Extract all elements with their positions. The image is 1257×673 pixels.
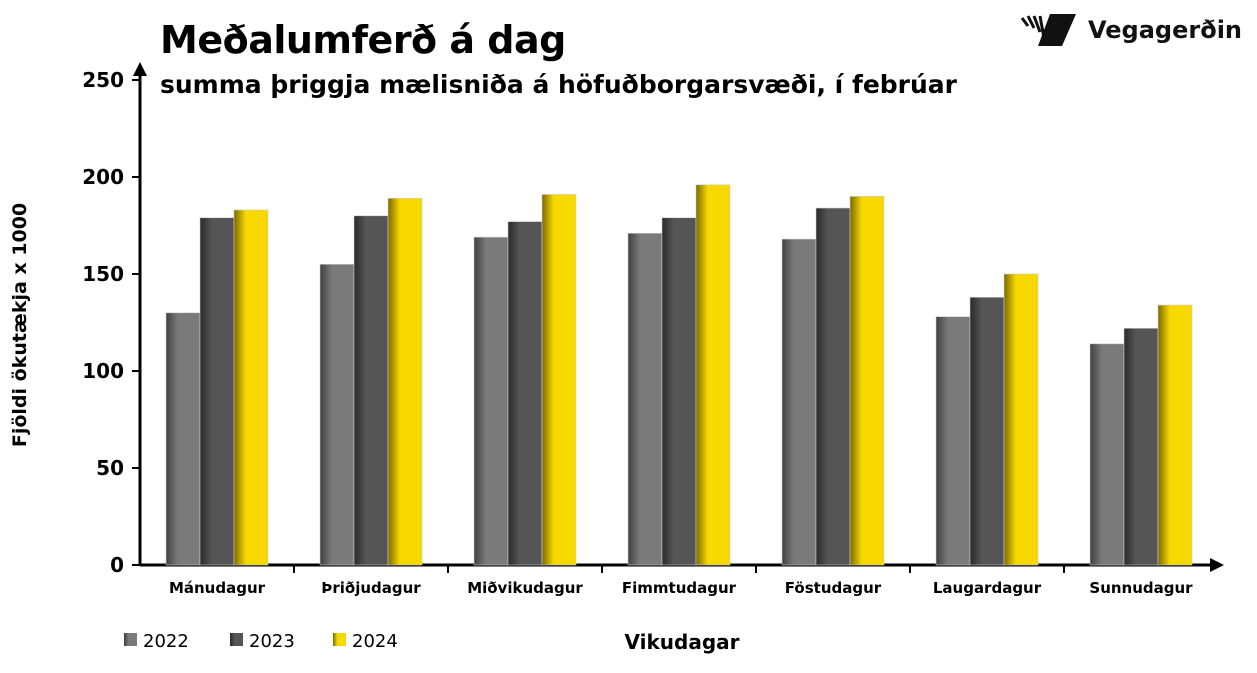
bar-2023-1 xyxy=(353,215,389,566)
chart-subtitle: summa þriggja mælisniða á höfuðborgarsvæ… xyxy=(160,70,957,99)
logo-text: Vegagerðin xyxy=(1088,16,1243,44)
y-tick-label: 100 xyxy=(82,359,124,383)
bar-2024-6 xyxy=(1157,304,1193,566)
x-tick-label: Mánudagur xyxy=(169,579,266,597)
bar-2022-4 xyxy=(781,238,817,566)
bar-2024-1 xyxy=(387,198,423,566)
legend-label-2023: 2023 xyxy=(249,631,295,652)
bar-2022-0 xyxy=(165,312,201,566)
bar-2024-3 xyxy=(695,184,731,566)
bar-2024-2 xyxy=(541,194,577,566)
bar-2023-5 xyxy=(969,296,1005,566)
y-tick-label: 0 xyxy=(110,553,124,577)
y-tick-label: 150 xyxy=(82,262,124,286)
legend-swatch-2023 xyxy=(230,633,243,646)
bar-2023-2 xyxy=(507,221,543,566)
y-tick-label: 50 xyxy=(96,456,124,480)
x-tick-label: Sunnudagur xyxy=(1089,579,1193,597)
logo: Vegagerðin xyxy=(1020,12,1242,48)
legend-label-2022: 2022 xyxy=(143,631,189,652)
y-axis-label: Fjöldi ökutækja x 1000 xyxy=(9,203,31,447)
bar-2022-2 xyxy=(473,236,509,566)
bar-2023-3 xyxy=(661,217,697,566)
y-axis-arrow-icon xyxy=(133,62,147,76)
y-tick-label: 250 xyxy=(82,68,124,92)
bar-2024-5 xyxy=(1003,273,1039,566)
x-tick-label: Laugardagur xyxy=(933,579,1042,597)
x-tick-label: Miðvikudagur xyxy=(467,579,583,597)
legend-swatch-2024 xyxy=(333,633,346,646)
bar-2023-6 xyxy=(1123,328,1159,566)
bar-2022-3 xyxy=(627,232,663,566)
bar-2023-4 xyxy=(815,207,851,566)
bar-2024-4 xyxy=(849,196,885,566)
bar-2022-5 xyxy=(935,316,971,566)
x-tick-label: Fimmtudagur xyxy=(622,579,737,597)
chart-title: Meðalumferð á dag xyxy=(160,18,566,62)
legend-swatch-2022 xyxy=(124,633,137,646)
legend-label-2024: 2024 xyxy=(352,631,398,652)
logo-stripes-icon xyxy=(1020,14,1076,46)
bar-2024-0 xyxy=(233,209,269,566)
bar-2023-0 xyxy=(199,217,235,566)
x-axis-arrow-icon xyxy=(1210,558,1224,572)
x-tick-label: Föstudagur xyxy=(785,579,882,597)
bar-2022-6 xyxy=(1089,343,1125,566)
bar-2022-1 xyxy=(319,263,355,566)
x-tick-label: Þriðjudagur xyxy=(321,579,421,597)
x-axis-label: Vikudagar xyxy=(624,630,739,654)
y-tick-label: 200 xyxy=(82,165,124,189)
